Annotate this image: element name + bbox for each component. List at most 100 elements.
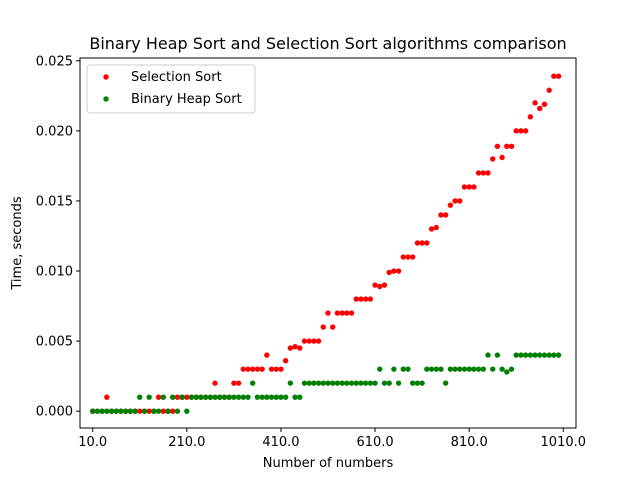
selection-sort-point (433, 224, 439, 231)
binary-heap-sort-point (400, 366, 406, 372)
binary-heap-sort-point (391, 366, 397, 372)
x-tick-label: 810.0 (451, 435, 488, 450)
binary-heap-sort-point (348, 380, 355, 386)
selection-sort-point (555, 73, 562, 79)
binary-heap-sort-point (410, 380, 416, 386)
binary-heap-sort-point (546, 352, 552, 358)
binary-heap-sort-point (99, 408, 105, 414)
binary-heap-sort-point (188, 394, 195, 400)
binary-heap-sort-point (362, 380, 369, 386)
y-tick-label: 0.005 (36, 335, 73, 350)
selection-sort-point (344, 310, 350, 316)
binary-heap-sort-point (170, 394, 176, 400)
binary-heap-sort-point (490, 366, 496, 372)
binary-heap-sort-point (207, 394, 214, 400)
selection-sort-point (278, 366, 284, 372)
selection-sort-point (410, 254, 416, 260)
binary-heap-sort-point (259, 394, 265, 400)
binary-heap-sort-point (395, 380, 402, 386)
selection-sort-point (395, 268, 402, 274)
binary-heap-sort-point (221, 394, 228, 400)
selection-sort-point (400, 254, 406, 260)
selection-sort-point (137, 408, 143, 414)
binary-heap-sort-point (485, 352, 491, 358)
binary-heap-sort-point (202, 394, 209, 400)
plot-area (90, 73, 562, 414)
binary-heap-sort-point (339, 380, 345, 386)
binary-heap-sort-point (141, 408, 148, 414)
binary-heap-sort-point (104, 408, 110, 414)
y-tick-label: 0.000 (36, 405, 73, 420)
selection-sort-point (268, 366, 275, 372)
binary-heap-sort-point (245, 394, 251, 400)
y-axis: 0.000 0.005 0.010 0.015 0.020 0.025 (36, 54, 80, 420)
selection-sort-point (475, 170, 482, 176)
binary-heap-sort-point (419, 380, 425, 386)
x-axis: 10.0 210.0 410.0 610.0 810.0 1010.0 (78, 428, 586, 450)
binary-heap-sort-point (344, 380, 350, 386)
binary-heap-sort-point (113, 408, 119, 414)
legend-label-binary-heap-sort: Binary Heap Sort (131, 92, 242, 107)
selection-sort-point (414, 240, 421, 246)
selection-sort-point (532, 100, 538, 106)
selection-sort-point (146, 408, 152, 414)
selection-sort-point (287, 345, 294, 351)
binary-heap-sort-point (480, 366, 486, 372)
y-tick-label: 0.020 (36, 124, 73, 139)
selection-sort-point (259, 366, 265, 372)
binary-heap-sort-point (165, 408, 171, 414)
y-tick-label: 0.025 (36, 54, 73, 69)
series-binary-heap-sort (90, 352, 562, 414)
selection-sort-point (405, 254, 411, 260)
binary-heap-sort-point (377, 366, 383, 372)
selection-sort-point (424, 240, 430, 246)
binary-heap-sort-point (94, 408, 101, 414)
selection-sort-point (494, 143, 501, 149)
binary-heap-sort-point (513, 352, 519, 358)
selection-sort-point (330, 324, 336, 330)
selection-sort-point (104, 394, 110, 400)
binary-heap-sort-point (325, 380, 331, 386)
selection-sort-point (438, 212, 444, 218)
selection-sort-point (273, 366, 279, 372)
binary-heap-sort-point (212, 394, 218, 400)
binary-heap-sort-point (306, 380, 312, 386)
y-tick-label: 0.015 (36, 194, 73, 209)
x-tick-label: 610.0 (356, 435, 393, 450)
binary-heap-sort-point (226, 394, 232, 400)
legend-marker-selection-sort (103, 74, 109, 80)
binary-heap-sort-point (118, 408, 124, 414)
selection-sort-point (282, 358, 289, 364)
selection-sort-point (513, 128, 519, 134)
selection-sort-point (499, 154, 505, 161)
selection-sort-point (160, 408, 166, 414)
plot-frame (79, 57, 577, 429)
selection-sort-point (461, 184, 468, 190)
binary-heap-sort-point (217, 394, 223, 400)
selection-sort-point (551, 73, 557, 79)
binary-heap-sort-point (522, 352, 529, 358)
x-tick-label: 10.0 (78, 435, 107, 450)
binary-heap-sort-point (282, 394, 289, 400)
binary-heap-sort-point (330, 380, 336, 386)
binary-heap-sort-point (381, 380, 388, 386)
legend-box (86, 64, 256, 114)
binary-heap-sort-point (405, 366, 411, 372)
binary-heap-sort-point (315, 380, 322, 386)
binary-heap-sort-point (428, 366, 435, 372)
selection-sort-point (537, 105, 543, 112)
binary-heap-sort-point (555, 352, 562, 358)
selection-sort-point (334, 310, 341, 316)
selection-sort-point (240, 366, 246, 372)
chart-title: Binary Heap Sort and Selection Sort algo… (89, 34, 566, 53)
binary-heap-sort-point (240, 394, 246, 400)
selection-sort-point (325, 310, 331, 316)
selection-sort-point (386, 269, 392, 276)
selection-sort-point (522, 128, 529, 134)
binary-heap-sort-point (231, 394, 237, 400)
binary-heap-sort-point (90, 408, 96, 414)
selection-sort-point (391, 268, 397, 274)
binary-heap-sort-point (475, 366, 482, 372)
binary-heap-sort-point (447, 366, 454, 372)
selection-sort-point (367, 296, 374, 302)
